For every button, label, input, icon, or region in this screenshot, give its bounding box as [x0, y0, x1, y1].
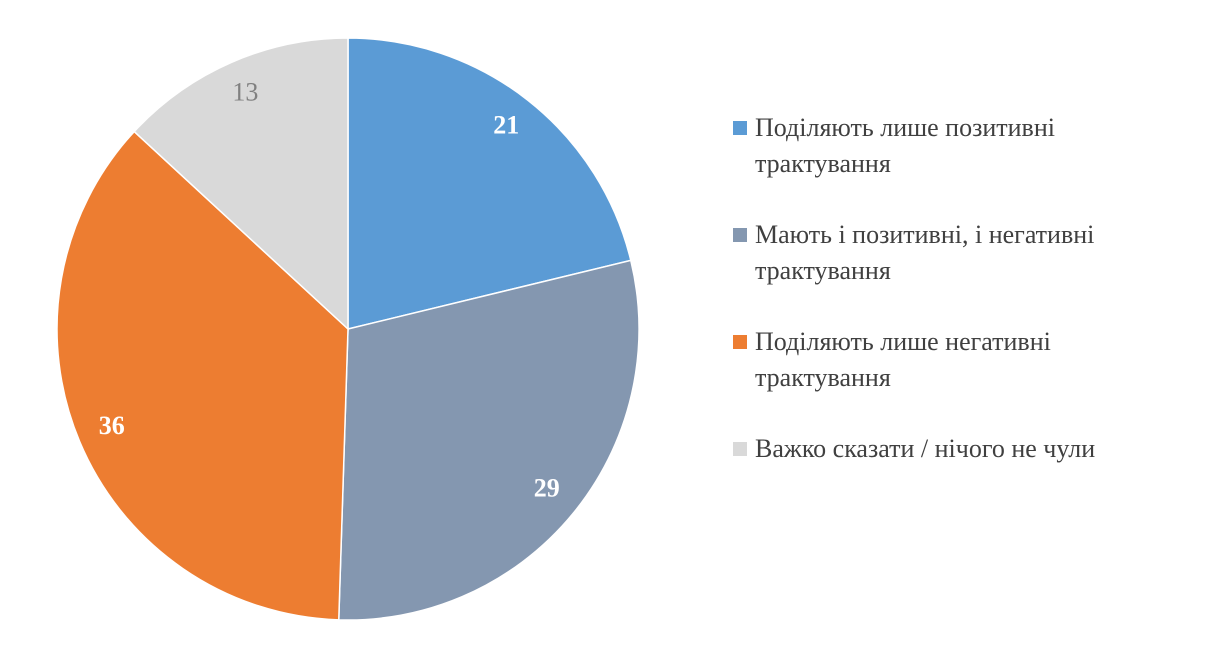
data-label: 36 [99, 411, 125, 440]
legend-swatch [733, 228, 747, 242]
data-label: 13 [232, 77, 258, 106]
legend-swatch [733, 121, 747, 135]
legend: Поділяють лише позитивні трактування Мают… [733, 110, 1153, 502]
pie-slice [133, 37, 349, 331]
legend-swatch [733, 442, 747, 456]
legend-item: Поділяють лише позитивні трактування [733, 110, 1153, 182]
legend-label: Поділяють лише позитивні трактування [755, 113, 1055, 178]
legend-label: Важко сказати / нічого не чули [755, 434, 1096, 463]
legend-item: Важко сказати / нічого не чули [733, 431, 1153, 467]
data-label: 21 [493, 111, 519, 140]
chart: 21 29 36 13 [56, 37, 640, 621]
legend-label: Мають і позитивні, і негативні трактуван… [755, 220, 1095, 285]
legend-swatch [733, 335, 747, 349]
legend-item: Мають і позитивні, і негативні трактуван… [733, 217, 1153, 289]
legend-item: Поділяють лише негативні трактування [733, 324, 1153, 396]
data-label: 29 [534, 473, 560, 502]
pie-slice [347, 37, 632, 330]
pie-slice [56, 130, 349, 621]
legend-label: Поділяють лише негативні трактування [755, 327, 1051, 392]
pie-slice [337, 259, 640, 621]
